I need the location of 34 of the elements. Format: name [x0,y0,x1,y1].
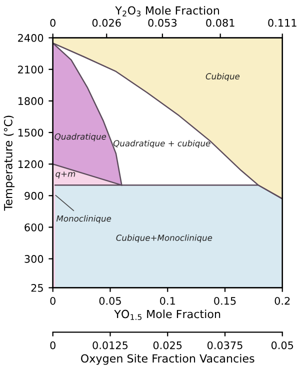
text: 0.0375 [207,341,242,350]
y-tick-label: 1800 [18,97,44,106]
x-tick-label: 0 [50,296,56,305]
x-axis-title: YO$_{1.5}$ Mole Fraction [114,310,220,320]
text: 0 [50,341,56,350]
y-tick-label: 1500 [18,128,44,137]
y-tick-label: 2100 [18,66,44,74]
x2-axis-title: Y$_{2}$O$_{3}$ Mole Fraction [115,6,220,16]
y-tick-label: 300 [24,255,44,263]
y-tick-label: 1200 [18,160,44,168]
annotation: q+m [56,172,76,179]
annotation: Cubique [206,73,240,82]
x-tick-label: 0.15 [214,296,236,305]
x-tick-label: 0.2 [274,296,290,305]
x2-tick-label: 0.111 [268,18,296,27]
x2-tick-label: 0 [50,18,56,27]
x2-tick-label: 0.053 [148,18,177,27]
annotation: Monoclinique [56,215,112,224]
y-tick-label: 2400 [18,34,44,42]
annotation: Quadratique [54,133,106,142]
y-tick-label: 25 [31,284,43,292]
y-axis-title: Temperature (°C) [4,116,15,211]
y-tick-label: 600 [24,223,44,232]
text: 0.0125 [92,341,128,350]
annotation: Cubique+Monoclinique [116,234,212,243]
annotation: Quadratique + cubique [113,140,210,148]
x2-tick-label: 0.081 [206,18,234,27]
y-tick-label: 900 [24,192,44,200]
x2-tick-label: 0.026 [92,18,121,27]
text: 0.05 [271,341,294,350]
text: Oxygen Site Fraction Vacancies [81,354,254,365]
x-tick-label: 0.1 [160,296,175,305]
text: 0.025 [153,341,182,350]
x-tick-label: 0.05 [99,296,121,305]
